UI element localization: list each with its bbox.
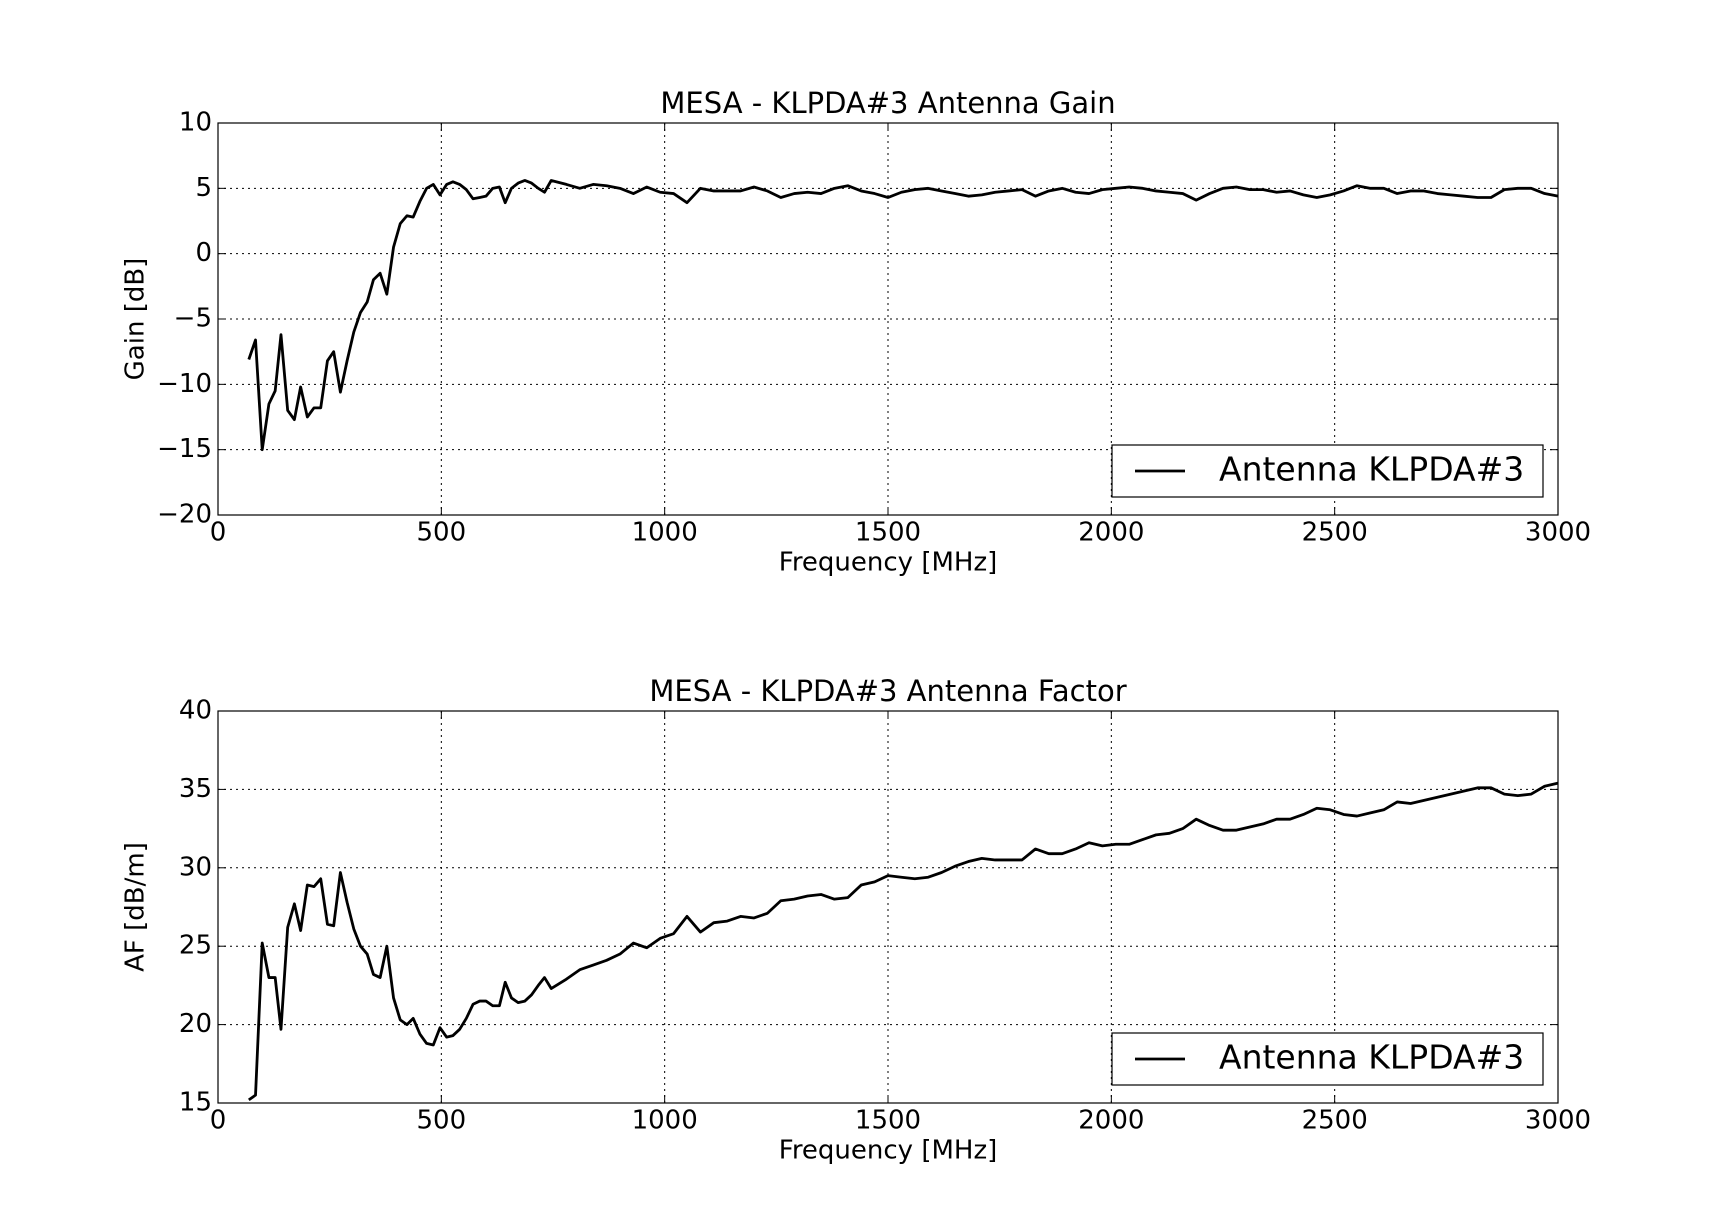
y-tick-label: 30 xyxy=(179,852,212,882)
x-tick-label: 0 xyxy=(210,518,227,548)
x-tick-label: 2500 xyxy=(1302,518,1368,548)
legend: Antenna KLPDA#3 xyxy=(1111,444,1544,498)
y-tick-label: −5 xyxy=(174,304,212,334)
data-line xyxy=(248,781,1559,1102)
y-axis-label: AF [dB/m] xyxy=(121,842,151,972)
x-tick-label: 2500 xyxy=(1302,1106,1368,1136)
y-tick-label: 0 xyxy=(195,238,212,268)
y-tick-label: 25 xyxy=(179,931,212,961)
x-tick-label: 2000 xyxy=(1078,518,1144,548)
chart-title: MESA - KLPDA#3 Antenna Gain xyxy=(660,86,1115,120)
x-tick-label: 500 xyxy=(417,1106,467,1136)
x-tick-label: 0 xyxy=(210,1106,227,1136)
x-axis-label: Frequency [MHz] xyxy=(779,1136,998,1166)
y-tick-label: 10 xyxy=(179,108,212,138)
x-tick-label: 1000 xyxy=(632,1106,698,1136)
y-tick-label: −10 xyxy=(157,369,212,399)
y-tick-label: 35 xyxy=(179,774,212,804)
x-tick-label: 2000 xyxy=(1078,1106,1144,1136)
y-axis-label: Gain [dB] xyxy=(121,258,151,381)
x-tick-label: 3000 xyxy=(1525,518,1591,548)
y-tick-label: −15 xyxy=(157,434,212,464)
x-tick-label: 1500 xyxy=(855,518,921,548)
x-tick-label: 3000 xyxy=(1525,1106,1591,1136)
y-tick-label: −20 xyxy=(157,500,212,530)
x-tick-label: 1000 xyxy=(632,518,698,548)
chart-title: MESA - KLPDA#3 Antenna Factor xyxy=(649,674,1126,708)
data-line xyxy=(247,179,1559,452)
plot: 0 500 1000 1500 2000 2500 3000 −20 −15 −10 −5 0 5 10 M… xyxy=(121,86,1592,578)
y-tick-label: 40 xyxy=(179,696,212,726)
y-tick-label: 15 xyxy=(179,1088,212,1118)
plot-frame xyxy=(217,710,1559,1104)
legend-label: Antenna KLPDA#3 xyxy=(1219,1038,1524,1077)
x-axis-label: Frequency [MHz] xyxy=(779,548,998,578)
y-tick-label: 20 xyxy=(179,1009,212,1039)
x-tick-label: 1500 xyxy=(855,1106,921,1136)
y-tick-label: 5 xyxy=(195,173,212,203)
x-tick-label: 500 xyxy=(417,518,467,548)
plot-frame xyxy=(217,122,1559,516)
legend-label: Antenna KLPDA#3 xyxy=(1219,450,1524,489)
legend: Antenna KLPDA#3 xyxy=(1111,1032,1544,1086)
plot: 0 500 1000 1500 2000 2500 3000 15 20 25 30 35 40 MESA… xyxy=(121,674,1592,1166)
